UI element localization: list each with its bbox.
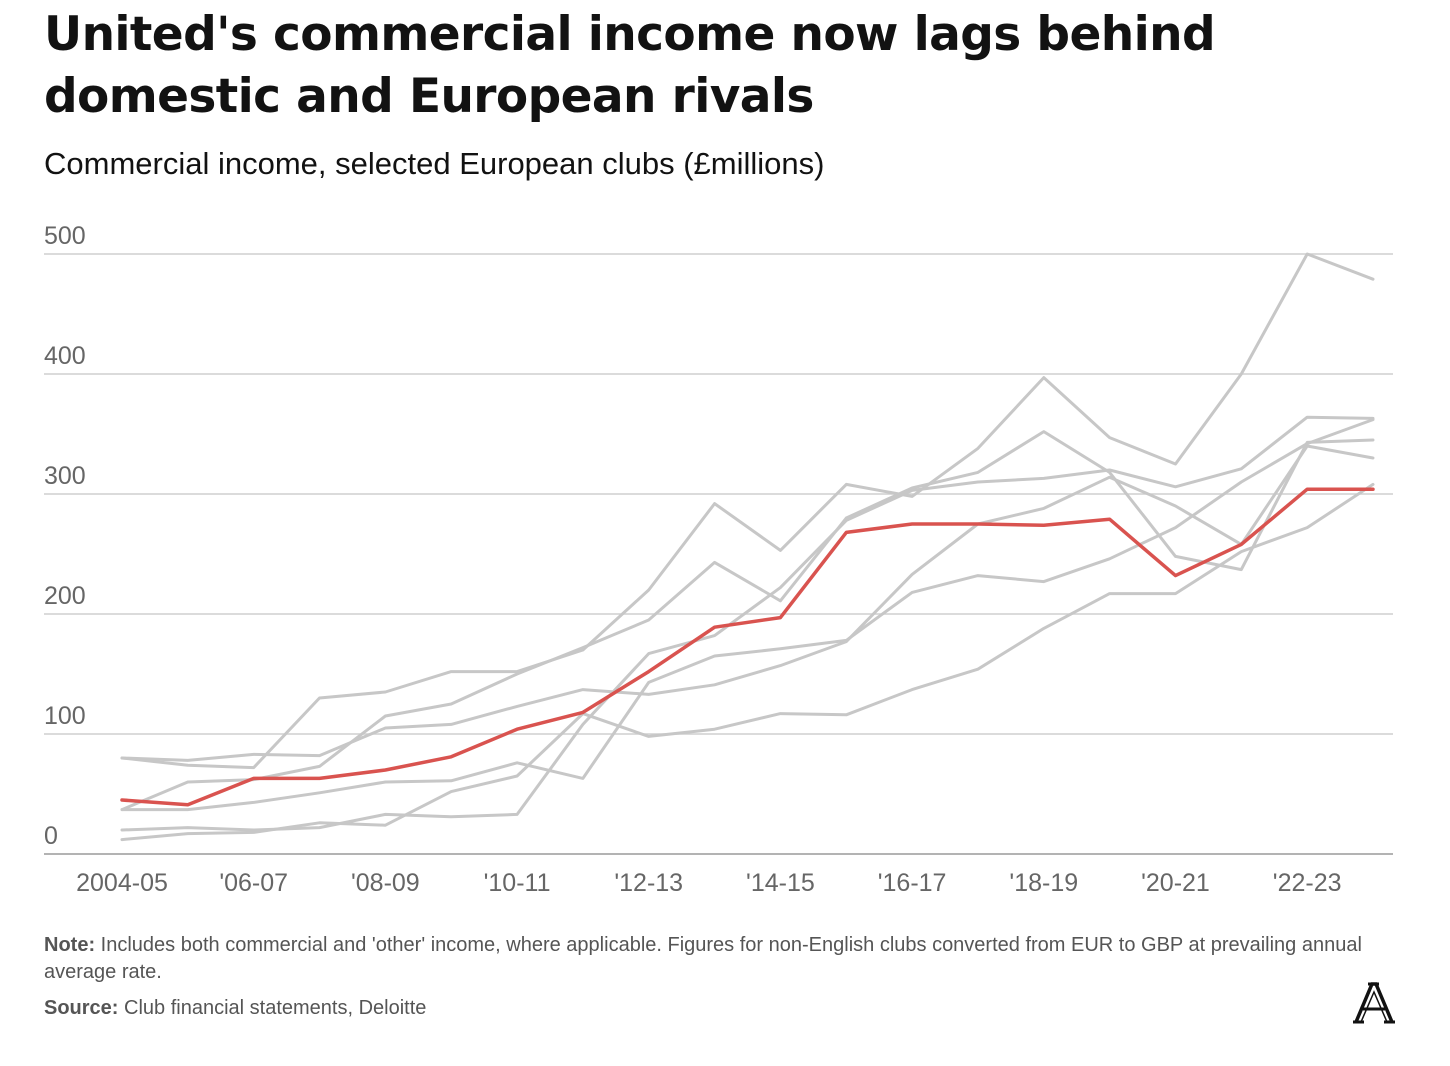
x-tick-label: '12-13 — [614, 869, 683, 897]
series-line-5 — [120, 415, 1375, 832]
series-line-6 — [120, 482, 1375, 842]
chart-title: United's commercial income now lags behi… — [44, 7, 1216, 124]
source-text: Club financial statements, Deloitte — [118, 997, 427, 1019]
note-label: Note: — [44, 934, 96, 956]
y-tick-label: 500 — [44, 222, 86, 250]
x-tick-label: '22-23 — [1273, 869, 1342, 897]
y-tick-label: 300 — [44, 462, 86, 490]
x-tick-label: '06-07 — [219, 869, 288, 897]
x-tick-label: '18-19 — [1009, 869, 1078, 897]
athletic-a-logo-icon — [1353, 982, 1395, 1024]
y-tick-label: 0 — [44, 822, 58, 850]
series-line-2 — [120, 252, 1375, 770]
x-tick-label: 2004-05 — [76, 869, 168, 897]
x-tick-label: '16-17 — [878, 869, 947, 897]
series-line-highlight — [120, 487, 1375, 807]
line-chart: 0 100 200 300 400 500 2004-05 '06-07 '08-09 '10-… — [44, 222, 1393, 897]
source-label: Source: — [44, 997, 119, 1019]
chart-note: Note: Includes both commercial and 'othe… — [44, 932, 1364, 986]
y-tick-label: 100 — [44, 702, 86, 730]
x-tick-label: '20-21 — [1141, 869, 1210, 897]
y-tick-label: 200 — [44, 582, 86, 610]
gridlines: 0 100 200 300 400 500 — [44, 222, 1393, 855]
x-tick-label: '10-11 — [484, 869, 551, 897]
note-text: Includes both commercial and 'other' inc… — [44, 934, 1362, 983]
chart-source: Source: Club financial statements, Deloi… — [44, 995, 426, 1022]
x-tick-label: '14-15 — [746, 869, 815, 897]
series-line-3 — [120, 430, 1375, 812]
y-tick-label: 400 — [44, 342, 86, 370]
series-lines — [120, 252, 1375, 842]
x-tick-label: '08-09 — [351, 869, 420, 897]
chart-subtitle: Commercial income, selected European clu… — [44, 146, 825, 181]
series-line-4 — [120, 418, 1375, 812]
series-line-1 — [120, 444, 1375, 762]
x-axis: 2004-05 '06-07 '08-09 '10-11 '12-13 '14-15 '16… — [76, 869, 1341, 897]
